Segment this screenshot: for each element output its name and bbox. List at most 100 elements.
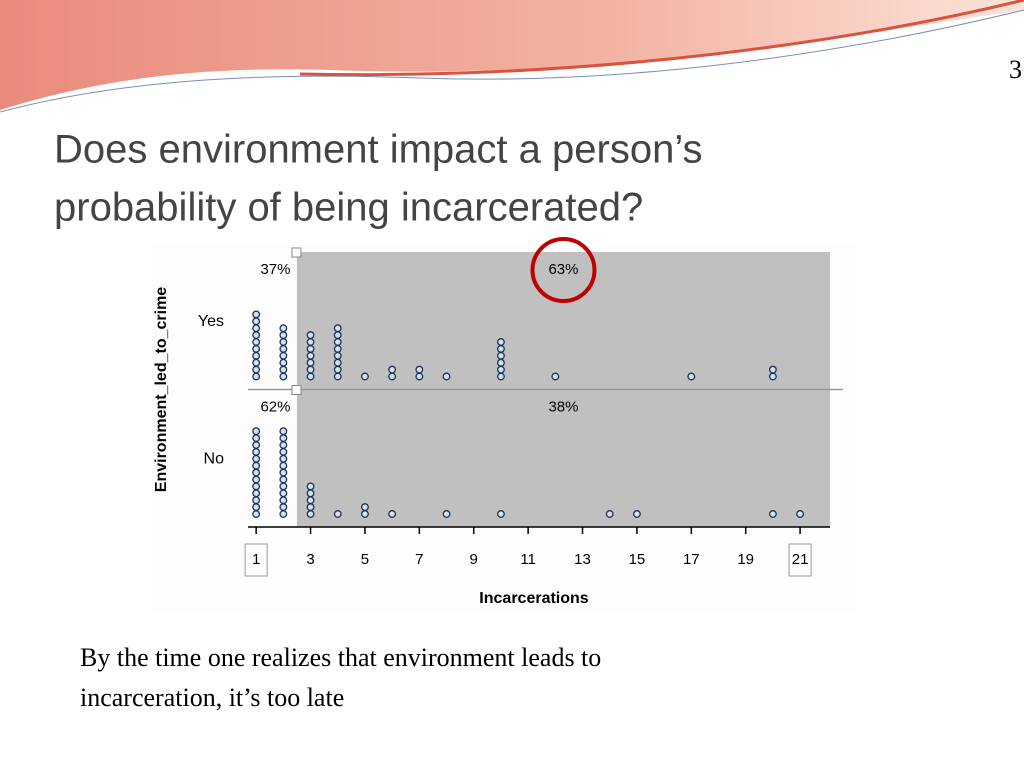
dot — [252, 468, 261, 477]
dot — [279, 454, 288, 463]
dot — [306, 344, 315, 353]
dot — [415, 365, 424, 374]
dot — [333, 372, 342, 381]
dot — [279, 447, 288, 456]
dot — [252, 441, 261, 449]
dot — [252, 317, 261, 326]
x-tick-label: 7 — [415, 551, 423, 568]
dot — [279, 496, 288, 505]
dot — [496, 365, 505, 374]
dot — [306, 365, 315, 374]
dot — [306, 496, 315, 505]
dot — [388, 365, 397, 374]
dot — [360, 510, 369, 518]
dot — [442, 372, 451, 381]
dot — [279, 441, 288, 449]
group-label: No — [204, 451, 225, 468]
dot — [333, 344, 342, 353]
dot — [768, 510, 777, 518]
dot — [333, 351, 342, 360]
share-label: 62% — [260, 398, 290, 415]
dot — [252, 482, 261, 491]
slide-title: probability of being incarcerated? — [54, 186, 643, 230]
dot — [388, 372, 397, 381]
dot — [496, 372, 505, 381]
dot — [279, 489, 288, 498]
x-tick-label: 9 — [470, 551, 478, 568]
y-axis-title: Environment_led_to_crime — [153, 287, 170, 493]
dot — [252, 365, 261, 374]
dot — [279, 351, 288, 360]
caption: incarceration, it’s too late — [80, 683, 344, 712]
dot — [306, 503, 315, 512]
x-tick-label: 1 — [252, 551, 260, 568]
page-number: 3 — [1009, 55, 1022, 84]
dot — [279, 510, 288, 518]
x-tick-label: 5 — [361, 551, 369, 568]
dot — [605, 510, 614, 518]
dot — [279, 358, 288, 367]
x-tick-label: 13 — [574, 551, 591, 568]
dot — [415, 372, 424, 381]
dot — [306, 351, 315, 360]
divider-handle — [291, 385, 302, 395]
tick-highlight — [244, 543, 268, 577]
dot — [252, 489, 261, 498]
x-tick-label: 17 — [683, 551, 700, 568]
x-tick-label: 15 — [629, 551, 646, 568]
dot — [306, 510, 315, 518]
dot — [306, 489, 315, 498]
dot — [496, 351, 505, 360]
dot — [333, 331, 342, 340]
dot — [252, 427, 261, 436]
dot — [496, 510, 505, 518]
dot — [442, 510, 451, 518]
dot — [252, 351, 261, 360]
tick-highlight — [788, 543, 812, 577]
dot — [496, 338, 505, 346]
dot — [360, 503, 369, 512]
dot — [796, 510, 805, 518]
dot — [360, 372, 369, 381]
dot — [252, 324, 261, 333]
divider-handle — [291, 247, 302, 258]
dot — [279, 434, 288, 443]
dot — [333, 358, 342, 367]
dot — [279, 331, 288, 340]
dot — [252, 310, 261, 319]
dot — [279, 338, 288, 346]
dot — [687, 372, 696, 381]
dot — [768, 372, 777, 381]
highlight-circle — [530, 237, 597, 303]
dot — [306, 372, 315, 381]
dot — [496, 358, 505, 367]
dot — [279, 468, 288, 477]
dot — [551, 372, 560, 381]
dot — [252, 475, 261, 484]
dot — [279, 324, 288, 333]
dot — [252, 510, 261, 518]
dot — [306, 338, 315, 346]
dot — [279, 427, 288, 436]
x-tick-label: 11 — [520, 551, 536, 568]
dot — [252, 372, 261, 381]
caption: By the time one realizes that environmen… — [80, 643, 601, 672]
dot — [279, 372, 288, 381]
dot — [333, 324, 342, 333]
x-tick-label: 21 — [792, 551, 809, 568]
dot — [252, 503, 261, 512]
dot — [632, 510, 641, 518]
header-line — [299, 0, 1024, 77]
dot — [279, 482, 288, 491]
dot — [252, 496, 261, 505]
dot — [333, 338, 342, 346]
dot — [252, 461, 261, 470]
dot — [333, 365, 342, 374]
x-tick-label: 19 — [737, 551, 754, 568]
header-line — [0, 9, 1024, 113]
dot — [306, 331, 315, 340]
x-tick-label: 3 — [306, 551, 314, 568]
dot — [279, 344, 288, 353]
group-label: Yes — [198, 313, 224, 330]
